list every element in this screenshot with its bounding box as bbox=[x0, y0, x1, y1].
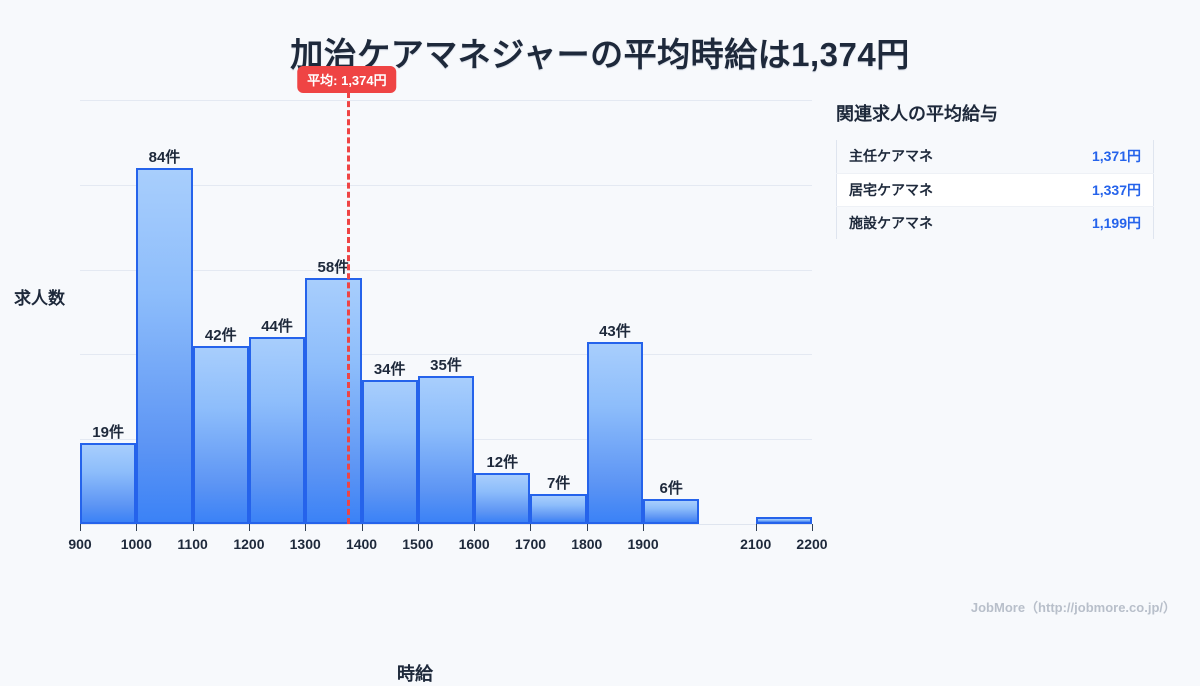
x-tick bbox=[812, 524, 813, 531]
row-label: 施設ケアマネ bbox=[849, 214, 933, 231]
bar-value-label: 19件 bbox=[92, 424, 124, 442]
x-tick bbox=[530, 524, 532, 531]
bar-value-label: 34件 bbox=[373, 360, 406, 378]
bar-value-label: 58件 bbox=[317, 259, 350, 277]
x-tick bbox=[361, 524, 363, 531]
average-line bbox=[346, 92, 350, 524]
gridline bbox=[80, 354, 812, 356]
x-tick-label: 1400 bbox=[345, 536, 378, 552]
x-tick bbox=[80, 524, 81, 531]
footer-watermark: JobMore（http://jobmore.co.jp/） bbox=[970, 600, 1176, 615]
bar bbox=[755, 517, 812, 524]
x-tick bbox=[136, 524, 138, 531]
bar bbox=[643, 498, 700, 524]
bar-value-label: 6件 bbox=[659, 479, 683, 497]
x-tick-label: 1800 bbox=[571, 536, 603, 552]
row-value: 1,199円 bbox=[1091, 214, 1141, 231]
bar-value-label: 12件 bbox=[486, 454, 519, 472]
bar bbox=[586, 341, 644, 524]
bar bbox=[530, 494, 587, 524]
bar bbox=[361, 379, 418, 524]
row-label: 主任ケアマネ bbox=[836, 140, 1026, 174]
row-value: 1,371円 bbox=[1025, 140, 1154, 174]
x-axis-title: 時給 bbox=[397, 664, 433, 684]
bar-value-label: 84件 bbox=[148, 148, 181, 166]
x-tick bbox=[248, 524, 250, 531]
plot-area: 19件 84件 42件 44件 58件 34件 35件 12件 7件 43件 6件 900 1000 1… bbox=[68, 66, 828, 552]
x-tick-label: 2100 bbox=[740, 536, 772, 552]
bar-value-label: 42件 bbox=[204, 326, 237, 344]
bar bbox=[417, 375, 475, 524]
x-tick bbox=[305, 524, 307, 531]
x-tick bbox=[586, 524, 588, 531]
x-tick bbox=[474, 524, 476, 531]
x-tick-label: 900 bbox=[68, 536, 92, 552]
x-tick bbox=[755, 524, 757, 531]
page-title: 加治ケアマネジャーの平均時給は1,374円 bbox=[290, 36, 910, 73]
x-tick-label: 1900 bbox=[627, 536, 659, 552]
bar-value-label: 43件 bbox=[599, 322, 631, 340]
row-label: 居宅ケアマネ bbox=[836, 173, 1026, 207]
x-tick-label: 1200 bbox=[233, 536, 265, 552]
y-axis-title: 求人数 bbox=[14, 289, 65, 308]
row-value: 1,337円 bbox=[1025, 173, 1154, 207]
gridline bbox=[80, 100, 812, 101]
x-tick bbox=[192, 524, 194, 531]
bar bbox=[305, 278, 362, 524]
x-tick-label: 1300 bbox=[289, 536, 321, 552]
average-badge: 平均: 1,374円 bbox=[297, 66, 397, 93]
table-row: 施設ケアマネ 1,199円 bbox=[836, 206, 1154, 239]
x-tick-label: 1100 bbox=[177, 536, 208, 552]
gridline bbox=[80, 269, 812, 271]
bar bbox=[248, 337, 306, 524]
x-axis-baseline bbox=[80, 524, 812, 525]
table-row: 居宅ケアマネ 1,337円 bbox=[836, 173, 1154, 207]
bar bbox=[136, 167, 193, 524]
related-salary-panel: 関連求人の平均給与 主任ケアマネ 1,371円 居宅ケアマネ 1,337円 施設ケアマネ… bbox=[836, 100, 1166, 239]
bar-value-label: 7件 bbox=[546, 475, 571, 493]
x-tick bbox=[643, 524, 645, 531]
related-salary-title: 関連求人の平均給与 bbox=[836, 104, 998, 124]
bar-value-label: 44件 bbox=[261, 318, 293, 336]
x-tick-label: 1600 bbox=[458, 536, 490, 552]
histogram-chart: 求人数 19件 84件 42件 44件 58件 34件 35件 12件 7件 43件 6件 900 1… bbox=[0, 66, 830, 684]
gridline bbox=[80, 184, 812, 186]
x-tick-label: 1700 bbox=[514, 536, 547, 552]
x-tick bbox=[417, 524, 419, 531]
x-tick-label: 1500 bbox=[402, 536, 434, 552]
table-row: 主任ケアマネ 1,371円 bbox=[836, 140, 1154, 174]
bar bbox=[474, 473, 531, 524]
bar bbox=[192, 345, 249, 524]
bar bbox=[80, 443, 137, 524]
x-tick-label: 1000 bbox=[120, 536, 152, 552]
bar-value-label: 35件 bbox=[430, 356, 462, 374]
x-tick-label: 2200 bbox=[796, 536, 828, 552]
related-salary-table: 主任ケアマネ 1,371円 居宅ケアマネ 1,337円施設ケアマネ 1,199円 bbox=[836, 140, 1154, 239]
